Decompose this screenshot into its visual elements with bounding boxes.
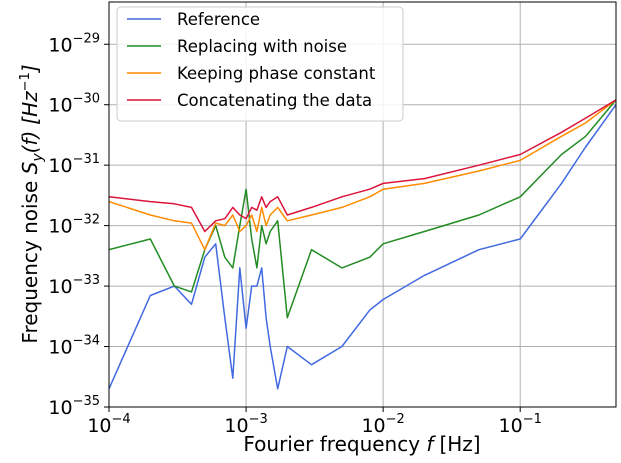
legend-label-reference: Reference — [177, 10, 260, 29]
y-tick-label: 10−29 — [48, 31, 100, 56]
legend-label-keeping: Keeping phase constant — [177, 64, 376, 83]
series-line-replacing-with-noise — [109, 99, 616, 319]
legend-label-replacing: Replacing with noise — [177, 37, 347, 56]
legend-entry-reference: Reference — [127, 10, 260, 29]
x-tick-label: 10−1 — [499, 412, 542, 437]
legend-label-concatenating: Concatenating the data — [177, 91, 372, 110]
series-line-reference — [109, 104, 616, 390]
legend-entry-concatenating: Concatenating the data — [127, 91, 372, 110]
series-layer — [109, 99, 616, 390]
x-tick-label: 10−2 — [361, 412, 404, 437]
y-tick-label: 10−33 — [48, 273, 100, 298]
y-tick-label: 10−34 — [48, 334, 100, 359]
y-tick-label: 10−32 — [48, 213, 100, 238]
x-tick-label: 10−3 — [224, 412, 267, 437]
legend-entry-keeping: Keeping phase constant — [127, 64, 376, 83]
series-line-keeping-phase-constant — [109, 99, 616, 251]
x-tick-label: 10−4 — [87, 412, 130, 437]
series-line-concatenating-the-data — [109, 99, 616, 233]
y-axis-label: Frequency noise Sy(f)[Hz−1] — [18, 64, 46, 343]
x-axis-label: Fourier frequency f [Hz] — [243, 432, 480, 456]
legend-box — [116, 6, 404, 122]
y-tick-label: 10−35 — [48, 394, 100, 419]
axis-ticks — [104, 43, 521, 412]
tick-labels: 10−4 10−3 10−2 10−1 10−35 10−34 10−33 10−32 10−3… — [48, 31, 542, 437]
y-tick-label: 10−30 — [48, 92, 100, 117]
y-tick-label: 10−31 — [48, 152, 100, 177]
legend: Reference Replacing with noise Keeping p… — [116, 6, 404, 122]
legend-entry-replacing: Replacing with noise — [127, 37, 347, 56]
plot-frame — [108, 1, 617, 408]
